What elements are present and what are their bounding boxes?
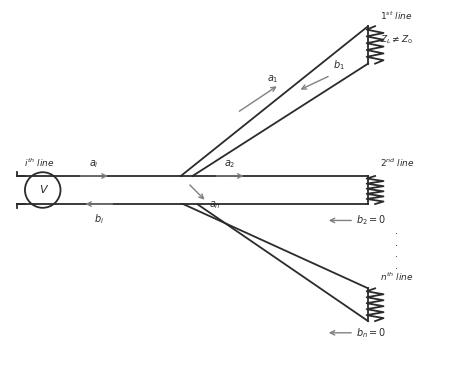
Text: $b_i$: $b_i$	[94, 213, 104, 226]
Text: V: V	[39, 185, 46, 195]
Text: $a_1$: $a_1$	[267, 73, 279, 85]
Text: ·
·
·
·: · · · ·	[395, 229, 398, 274]
Text: $a_2$: $a_2$	[224, 158, 236, 170]
Text: $i^{th}$ line: $i^{th}$ line	[24, 157, 55, 169]
Text: $b_1$: $b_1$	[333, 58, 345, 72]
Text: $b_2 = 0$: $b_2 = 0$	[356, 213, 387, 227]
Text: $a_i$: $a_i$	[89, 158, 99, 170]
Text: $2^{nd}$ line: $2^{nd}$ line	[380, 157, 415, 169]
Text: $Z_L \neq Z_0$: $Z_L \neq Z_0$	[380, 34, 413, 46]
Text: $1^{st}$ line: $1^{st}$ line	[380, 10, 412, 22]
Text: $a_n$: $a_n$	[209, 199, 221, 211]
Text: $b_n = 0$: $b_n = 0$	[356, 326, 387, 340]
Text: $n^{th}$ line: $n^{th}$ line	[380, 270, 413, 283]
